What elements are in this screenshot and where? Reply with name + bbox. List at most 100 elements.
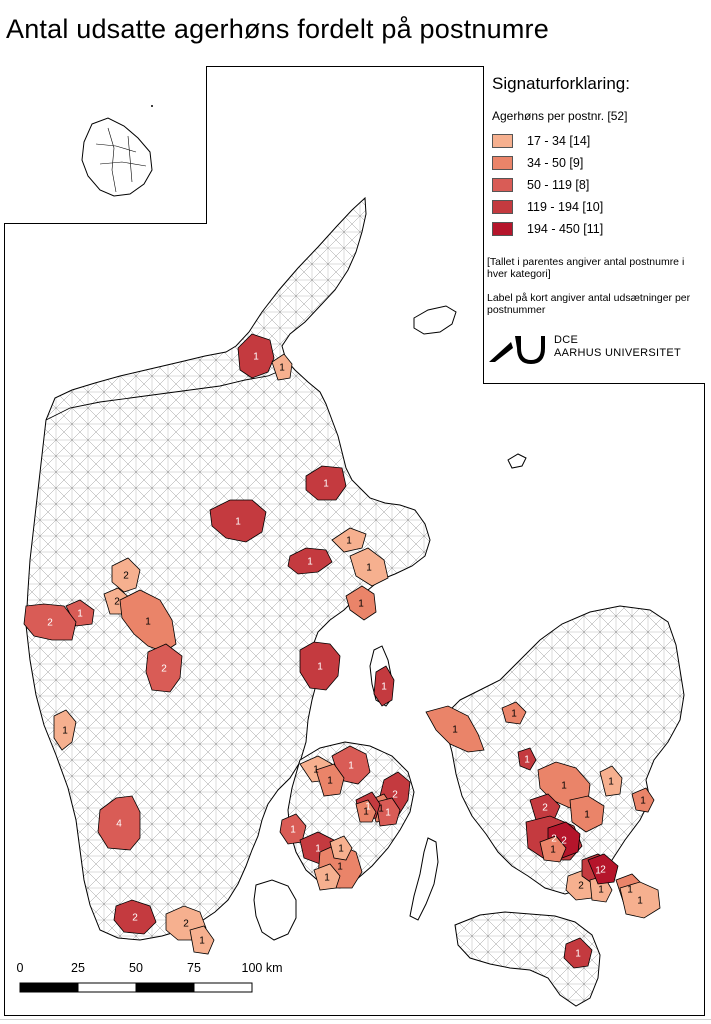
region-count-label: 2 bbox=[132, 913, 138, 924]
region-52[interactable] bbox=[563, 937, 593, 969]
region-count-label: 1 bbox=[598, 885, 604, 896]
region-count-label: 2 bbox=[114, 597, 120, 608]
region-12[interactable] bbox=[145, 643, 183, 693]
region-count-label: 1 bbox=[363, 807, 369, 818]
legend-title: Signaturforklaring: bbox=[492, 74, 630, 93]
region-count-label: 1 bbox=[524, 755, 530, 766]
scale-label-0: 0 bbox=[16, 961, 24, 975]
map-title: Antal udsatte agerhøns fordelt på postnu… bbox=[6, 14, 549, 44]
dce-logo-icon bbox=[489, 336, 545, 364]
dce-logo-line1: DCE bbox=[554, 334, 579, 346]
region-41[interactable] bbox=[313, 863, 341, 891]
region-count-label: 2 bbox=[161, 664, 167, 675]
region-count-label: 1 bbox=[199, 936, 205, 947]
region-9[interactable] bbox=[111, 557, 141, 593]
als-landmass bbox=[253, 879, 297, 941]
region-count-label: 1 bbox=[323, 479, 329, 490]
legend-class-label: 194 - 450 [11] bbox=[527, 221, 604, 236]
region-19[interactable] bbox=[501, 701, 527, 725]
region-31[interactable] bbox=[375, 797, 401, 827]
region-count-label: 2 bbox=[123, 571, 129, 582]
region-23[interactable] bbox=[631, 787, 655, 813]
region-count-label: 1 bbox=[279, 363, 285, 374]
region-22[interactable] bbox=[599, 765, 623, 797]
legend-class-3: 50 - 119 [8] bbox=[492, 177, 589, 192]
region-count-label: 1 bbox=[595, 866, 601, 877]
region-count-label: 1 bbox=[315, 844, 321, 855]
region-count-label: 1 bbox=[348, 761, 354, 772]
region-5[interactable] bbox=[287, 547, 333, 575]
page-bottom-rule bbox=[0, 1019, 711, 1020]
limfjord bbox=[45, 369, 283, 421]
legend-class-label: 119 - 194 [10] bbox=[527, 199, 604, 214]
scale-label-25: 25 bbox=[71, 961, 85, 975]
region-18[interactable] bbox=[425, 705, 485, 753]
region-count-label: 1 bbox=[640, 796, 646, 807]
region-14[interactable] bbox=[23, 603, 77, 641]
region-count-label: 1 bbox=[365, 802, 371, 813]
region-count-label: 4 bbox=[116, 819, 122, 830]
region-count-label: 1 bbox=[346, 536, 352, 547]
region-8[interactable] bbox=[345, 585, 377, 621]
region-count-label: 1 bbox=[511, 709, 517, 720]
region-16[interactable] bbox=[373, 665, 395, 707]
region-count-label: 2 bbox=[392, 790, 398, 801]
region-24[interactable] bbox=[529, 793, 561, 821]
region-2[interactable] bbox=[271, 353, 293, 381]
region-1[interactable] bbox=[237, 333, 275, 379]
region-count-label: 2 bbox=[551, 834, 557, 845]
region-count-label: 1 bbox=[627, 885, 633, 896]
scale-label-100: 100 km bbox=[241, 961, 283, 975]
region-4[interactable] bbox=[209, 499, 267, 543]
bornholm-map bbox=[81, 105, 153, 197]
region-33[interactable] bbox=[355, 799, 377, 823]
legend-subtitle: Agerhøns per postnr. [52] bbox=[492, 109, 628, 123]
region-35[interactable] bbox=[113, 899, 157, 935]
region-50[interactable] bbox=[587, 853, 619, 885]
region-25[interactable] bbox=[569, 795, 605, 833]
region-15[interactable] bbox=[299, 641, 341, 691]
region-7[interactable] bbox=[349, 547, 389, 587]
region-count-label: 2 bbox=[600, 865, 606, 876]
laeso-landmass bbox=[413, 305, 457, 335]
region-count-label: 1 bbox=[385, 808, 391, 819]
scale-label-50: 50 bbox=[129, 961, 143, 975]
region-count-label: 1 bbox=[337, 862, 343, 873]
region-34[interactable] bbox=[97, 795, 141, 851]
scale-label-75: 75 bbox=[187, 961, 201, 975]
region-count-label: 1 bbox=[327, 776, 333, 787]
legend-note-count: [Tallet i parentes angiver antal postnum… bbox=[487, 256, 685, 280]
region-49[interactable] bbox=[619, 881, 661, 919]
map-frame bbox=[4, 66, 705, 1016]
legend-class-label: 34 - 50 [9] bbox=[527, 155, 584, 170]
legend-class-5: 194 - 450 [11] bbox=[492, 221, 603, 236]
region-17[interactable] bbox=[53, 709, 77, 751]
legend-panel: Signaturforklaring: Agerhøns per postnr.… bbox=[483, 66, 705, 384]
region-count-label: 1 bbox=[550, 845, 556, 856]
region-count-label: 1 bbox=[381, 682, 387, 693]
region-count-label: 1 bbox=[637, 896, 643, 907]
legend-swatch bbox=[492, 221, 513, 236]
choropleth-regions bbox=[23, 333, 661, 969]
region-3[interactable] bbox=[305, 465, 347, 501]
region-51[interactable] bbox=[539, 835, 567, 863]
bornholm-inset bbox=[4, 66, 207, 224]
langeland-landmass bbox=[409, 837, 439, 921]
region-6[interactable] bbox=[331, 527, 367, 553]
region-29[interactable] bbox=[315, 763, 345, 797]
region-37[interactable] bbox=[189, 925, 215, 955]
legend-swatch bbox=[492, 155, 513, 170]
region-count-label: 1 bbox=[575, 949, 581, 960]
region-42[interactable] bbox=[329, 835, 353, 861]
region-20[interactable] bbox=[517, 747, 537, 771]
legend-swatch bbox=[492, 199, 513, 214]
region-count-label: 2 bbox=[542, 803, 548, 814]
legend-class-2: 34 - 50 [9] bbox=[492, 155, 583, 170]
region-count-label: 1 bbox=[235, 517, 241, 528]
region-count-label: 1 bbox=[452, 725, 458, 736]
legend-class-4: 119 - 194 [10] bbox=[492, 199, 603, 214]
region-count-label: 2 bbox=[183, 919, 189, 930]
region-count-label: 1 bbox=[62, 726, 68, 737]
